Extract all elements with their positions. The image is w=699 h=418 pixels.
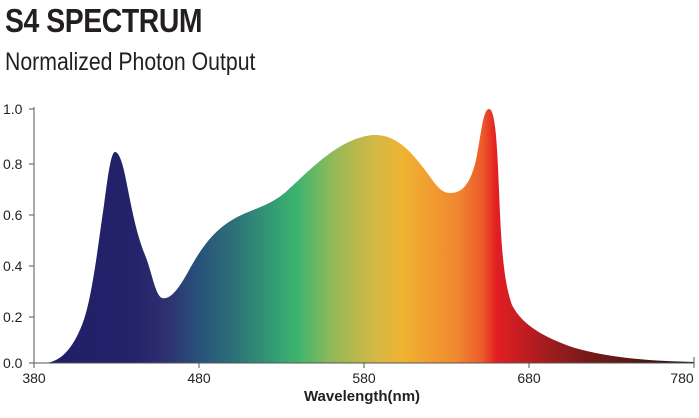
y-tick-label: 0.0 <box>3 355 23 371</box>
y-tick-label: 0.4 <box>3 258 23 274</box>
y-ticks <box>29 108 34 364</box>
chart-title: S4 SPECTRUM <box>5 2 203 39</box>
x-axis-title: Wavelength(nm) <box>304 388 420 405</box>
y-tick-label: 0.2 <box>3 309 23 325</box>
x-tick-label: 680 <box>517 370 541 386</box>
x-tick-label: 780 <box>670 370 694 386</box>
chart-subtitle: Normalized Photon Output <box>5 48 256 76</box>
spectrum-area <box>45 109 694 363</box>
y-tick-label: 0.8 <box>3 156 23 172</box>
x-ticks <box>33 357 695 368</box>
y-tick-label: 0.6 <box>3 207 23 223</box>
x-tick-label: 580 <box>352 370 376 386</box>
x-tick-label: 380 <box>22 370 46 386</box>
y-tick-label: 1.0 <box>3 101 23 117</box>
x-tick-label: 480 <box>187 370 211 386</box>
